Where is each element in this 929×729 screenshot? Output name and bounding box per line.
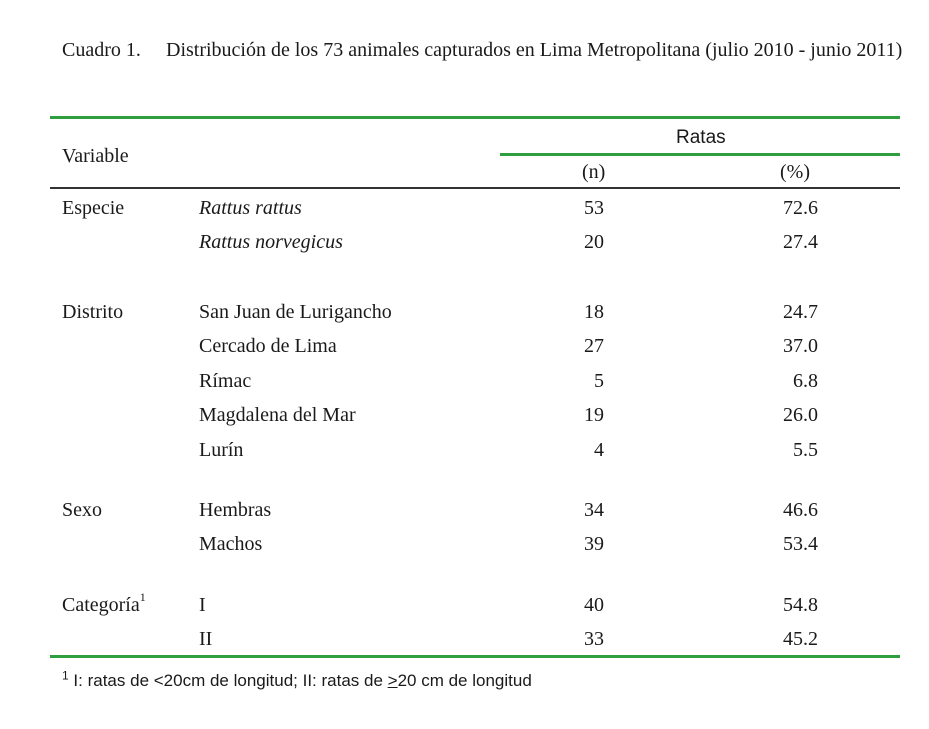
group-label-text: Distrito — [62, 301, 124, 323]
top-rule — [50, 116, 900, 119]
group-label-text: Categoría — [62, 594, 140, 616]
row-n-value: 5 — [594, 369, 604, 392]
row-pct-value: 24.7 — [783, 301, 818, 323]
group-label: Sexo — [62, 498, 102, 522]
caption-text: Distribución de los 73 animales capturad… — [166, 39, 903, 61]
row-n-value: 4 — [594, 438, 604, 461]
row-n-value: 53 — [584, 197, 604, 219]
footnote-text-2: 20 cm de longitud — [397, 671, 532, 690]
caption-number: Cuadro 1. — [62, 39, 141, 61]
row-pct-value: 26.0 — [783, 404, 818, 427]
row-category: Lurín — [199, 438, 244, 461]
row-pct-value: 6.8 — [793, 369, 818, 392]
row-category: Rattus norvegicus — [199, 231, 343, 254]
row-n-value: 27 — [584, 335, 604, 358]
row-n-value: 20 — [584, 231, 604, 254]
row-pct-value: 54.8 — [783, 594, 818, 616]
row-category: I — [199, 594, 206, 616]
group-label-text: Sexo — [62, 499, 102, 521]
group-label: Especie — [62, 196, 124, 220]
row-pct-value: 46.6 — [783, 499, 818, 521]
footnote: 1 I: ratas de <20cm de longitud; II: rat… — [62, 668, 532, 691]
row-category: Rattus rattus — [199, 197, 302, 219]
row-n-value: 33 — [584, 628, 604, 651]
group-label: Distrito — [62, 300, 123, 324]
header-pct: (%) — [780, 161, 810, 183]
row-category: Magdalena del Mar — [199, 404, 356, 427]
row-category: II — [199, 628, 213, 651]
footnote-text-1: I: ratas de <20cm de longitud; II: ratas… — [73, 671, 388, 690]
row-pct-value: 37.0 — [783, 335, 818, 358]
row-pct-value: 53.4 — [783, 533, 818, 556]
row-n-value: 39 — [584, 533, 604, 556]
footnote-marker: 1 — [62, 668, 69, 683]
row-pct-value: 27.4 — [783, 231, 818, 254]
row-pct-value: 45.2 — [783, 628, 818, 651]
header-ratas: Ratas — [676, 127, 726, 148]
header-variable: Variable — [62, 145, 129, 167]
ratas-underline-rule — [500, 153, 900, 156]
bottom-rule — [50, 655, 900, 658]
row-category: Hembras — [199, 499, 272, 521]
group-label-footnote-marker: 1 — [139, 590, 146, 605]
header-n: (n) — [582, 161, 606, 183]
group-label: Categoría1 — [62, 590, 146, 617]
footnote-gte-symbol: > — [387, 671, 398, 690]
row-category: Machos — [199, 533, 263, 556]
row-n-value: 19 — [584, 404, 604, 427]
row-n-value: 40 — [584, 594, 604, 616]
row-category: San Juan de Lurigancho — [199, 301, 392, 323]
row-pct-value: 5.5 — [793, 438, 818, 461]
row-n-value: 34 — [584, 499, 604, 521]
row-category: Cercado de Lima — [199, 335, 337, 358]
row-pct-value: 72.6 — [783, 197, 818, 219]
row-category: Rímac — [199, 369, 252, 392]
header-bottom-rule — [50, 187, 900, 189]
row-n-value: 18 — [584, 301, 604, 323]
group-label-text: Especie — [62, 197, 125, 219]
